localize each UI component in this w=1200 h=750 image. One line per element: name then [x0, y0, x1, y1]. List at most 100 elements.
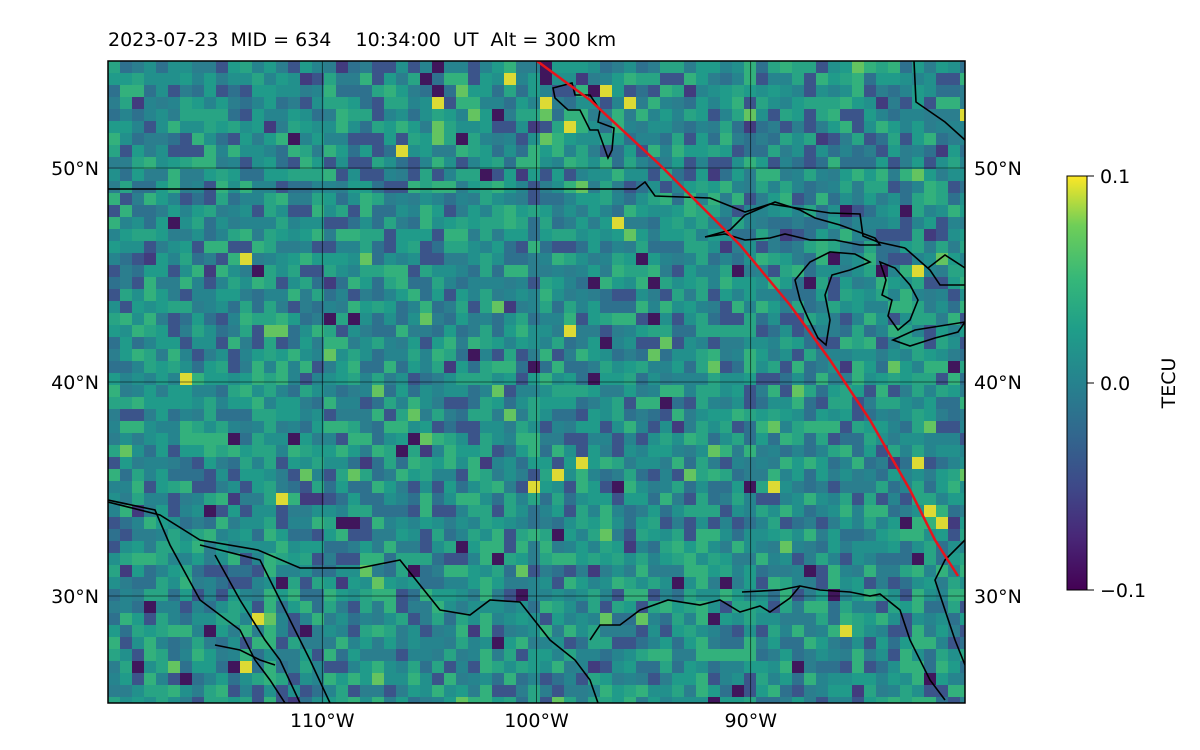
tec-cell	[684, 637, 696, 649]
tec-cell	[324, 661, 336, 673]
tec-cell	[384, 289, 396, 301]
tec-cell	[288, 109, 300, 121]
tec-cell	[576, 61, 588, 73]
tec-cell	[468, 121, 480, 133]
tec-cell	[576, 193, 588, 205]
tec-cell	[516, 361, 528, 373]
tec-cell	[696, 61, 708, 73]
tec-cell	[672, 565, 684, 577]
tec-cell	[720, 145, 732, 157]
tec-cell	[156, 685, 168, 697]
tec-cell	[744, 73, 756, 85]
tec-cell	[768, 253, 780, 265]
tec-cell	[744, 517, 756, 529]
tec-cell	[660, 301, 672, 313]
tec-cell	[828, 481, 840, 493]
tec-cell	[312, 337, 324, 349]
tec-cell	[912, 205, 924, 217]
tec-cell	[132, 577, 144, 589]
tec-cell	[528, 373, 540, 385]
tec-cell	[780, 565, 792, 577]
tec-cell	[552, 217, 564, 229]
tec-cell	[792, 373, 804, 385]
tec-cell	[372, 529, 384, 541]
tec-cell	[504, 697, 516, 703]
tec-cell	[240, 529, 252, 541]
tec-cell	[384, 409, 396, 421]
tec-cell	[588, 565, 600, 577]
tec-cell	[732, 433, 744, 445]
tec-cell	[492, 373, 504, 385]
tec-cell	[732, 301, 744, 313]
tec-cell	[468, 661, 480, 673]
tec-cell	[324, 493, 336, 505]
tec-cell	[384, 661, 396, 673]
tec-cell	[444, 673, 456, 685]
tec-cell	[480, 397, 492, 409]
tec-cell	[888, 433, 900, 445]
tec-cell	[528, 697, 540, 703]
tec-cell	[276, 517, 288, 529]
tec-cell	[276, 337, 288, 349]
tec-cell	[540, 613, 552, 625]
tec-cell	[864, 145, 876, 157]
tec-cell	[696, 457, 708, 469]
tec-cell	[504, 313, 516, 325]
tec-cell	[648, 613, 660, 625]
tec-cell	[948, 445, 960, 457]
tec-cell	[780, 109, 792, 121]
tec-cell	[348, 373, 360, 385]
tec-cell	[468, 181, 480, 193]
tec-cell	[948, 577, 960, 589]
tec-cell	[372, 325, 384, 337]
tec-cell	[480, 85, 492, 97]
tec-cell	[840, 649, 852, 661]
tec-cell	[336, 445, 348, 457]
tec-cell	[804, 577, 816, 589]
tec-cell	[132, 397, 144, 409]
tec-cell	[360, 181, 372, 193]
tec-cell	[756, 325, 768, 337]
tec-cell	[744, 349, 756, 361]
tec-cell	[576, 289, 588, 301]
tec-cell	[648, 289, 660, 301]
tec-cell	[564, 133, 576, 145]
tec-cell	[816, 313, 828, 325]
tec-cell	[528, 493, 540, 505]
tec-cell	[600, 457, 612, 469]
tec-cell	[732, 157, 744, 169]
tec-cell	[312, 469, 324, 481]
tec-cell	[528, 565, 540, 577]
tec-cell	[648, 505, 660, 517]
tec-cell	[456, 613, 468, 625]
tec-cell	[840, 229, 852, 241]
tec-cell	[180, 697, 192, 703]
north-coast	[552, 82, 615, 161]
tec-cell	[960, 505, 965, 517]
tec-cell	[876, 577, 888, 589]
tec-cell	[420, 529, 432, 541]
tec-cell	[924, 373, 936, 385]
tec-cell	[204, 553, 216, 565]
tec-cell	[708, 481, 720, 493]
tec-cell	[348, 505, 360, 517]
tec-cell	[564, 445, 576, 457]
tec-cell	[492, 637, 504, 649]
tec-cell	[588, 625, 600, 637]
tec-cell	[852, 181, 864, 193]
tec-cell	[300, 325, 312, 337]
tec-cell	[600, 349, 612, 361]
tec-cell	[360, 85, 372, 97]
tec-cell	[336, 361, 348, 373]
tec-cell	[840, 301, 852, 313]
tec-cell	[276, 145, 288, 157]
tec-cell	[888, 589, 900, 601]
tec-cell	[708, 637, 720, 649]
tec-cell	[300, 337, 312, 349]
tec-cell	[396, 265, 408, 277]
tec-cell	[264, 409, 276, 421]
tec-cell	[180, 169, 192, 181]
tec-cell	[588, 217, 600, 229]
tec-cell	[576, 241, 588, 253]
tec-cell	[252, 697, 264, 703]
